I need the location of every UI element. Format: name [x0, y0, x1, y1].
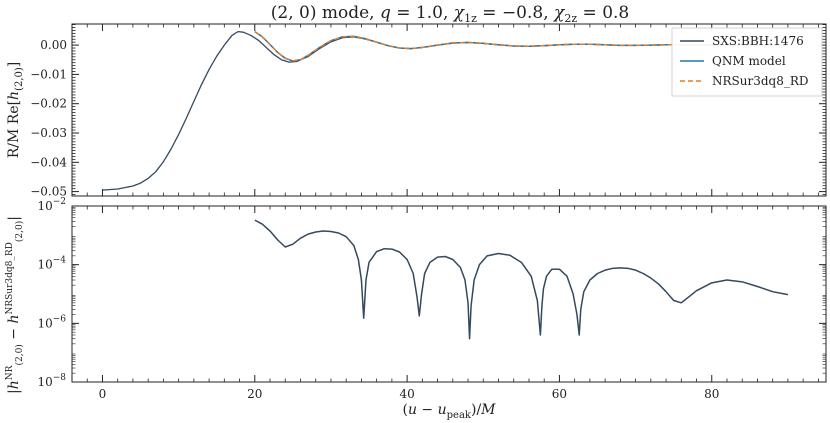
chart-title: (2, 0) mode, q = 1.0, χ1z = −0.8, χ2z = …	[271, 3, 629, 25]
bottom-y-tick-label: 10−4	[37, 256, 66, 272]
bottom-panel-frame	[71, 205, 827, 383]
x-tick-label: 60	[552, 387, 567, 401]
bottom-panel-ticks: 0 20 40 60 80 10−8 10−6 10−4 10−2	[37, 197, 826, 401]
top-y-tick-label: 0.00	[40, 38, 67, 52]
bottom-y-tick-label: 10−6	[37, 314, 66, 330]
top-panel: 0.00 −0.01 −0.02 −0.03 −0.04 −0.05 R/M Re[h(2…	[6, 23, 827, 199]
legend-label: QNM model	[712, 54, 786, 68]
top-panel-ticks: 0.00 −0.01 −0.02 −0.03 −0.04 −0.05	[30, 24, 826, 199]
series-line-2	[254, 31, 788, 62]
bottom-panel: 0 20 40 60 80 10−8 10−6 10−4 10−2 |hNR(2,0) − hN…	[5, 197, 827, 421]
top-y-tick-label: −0.04	[30, 155, 67, 169]
top-y-tick-label: −0.01	[30, 67, 67, 81]
bottom-y-axis-label: |hNR(2,0) − hNRSur3dq8_RD(2,0)|	[5, 216, 25, 394]
bottom-y-tick-label: 10−8	[37, 373, 66, 389]
bottom-panel-series	[254, 219, 789, 340]
top-y-tick-label: −0.05	[30, 185, 67, 199]
legend-label: SXS:BBH:1476	[712, 34, 804, 48]
bottom-y-tick-label: 10−2	[37, 197, 66, 213]
legend-items: SXS:BBH:1476 QNM model NRSur3dq8_RD	[680, 34, 809, 88]
x-axis-label: (u − upeak)/M	[402, 402, 496, 421]
top-panel-series	[102, 30, 788, 191]
x-tick-label: 80	[704, 387, 719, 401]
x-tick-label: 20	[247, 387, 262, 401]
legend: SXS:BBH:1476 QNM model NRSur3dq8_RD	[671, 27, 823, 97]
top-y-tick-label: −0.03	[30, 126, 67, 140]
top-y-tick-label: −0.02	[30, 97, 67, 111]
x-tick-label: 0	[99, 387, 107, 401]
top-y-axis-label: R/M Re[h(2,0)]	[6, 62, 25, 159]
top-panel-frame	[71, 23, 827, 197]
legend-box	[671, 27, 823, 97]
legend-label: NRSur3dq8_RD	[712, 74, 809, 88]
residual-line	[254, 219, 789, 340]
x-tick-label: 40	[399, 387, 414, 401]
